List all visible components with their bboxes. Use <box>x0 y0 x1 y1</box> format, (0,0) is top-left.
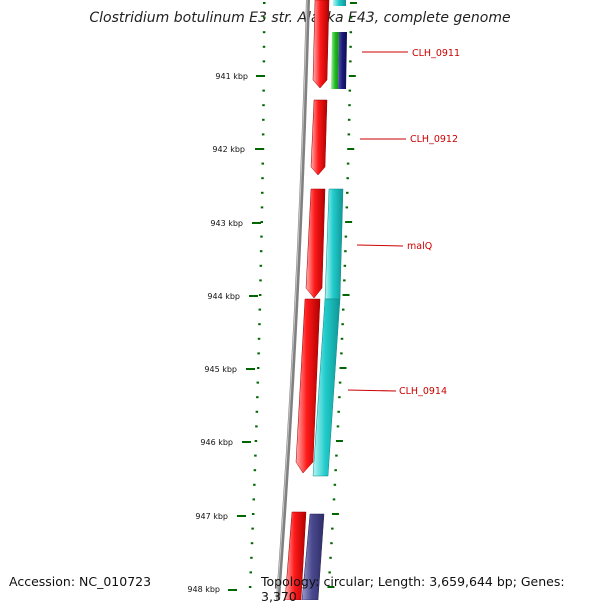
svg-text:948 kbp: 948 kbp <box>187 585 220 594</box>
svg-text:malQ: malQ <box>407 241 432 252</box>
svg-text:943 kbp: 943 kbp <box>210 219 243 228</box>
cds-feature-malq[interactable] <box>305 188 326 299</box>
svg-text:947 kbp: 947 kbp <box>195 512 228 521</box>
navy-feature-clh0911[interactable] <box>338 32 347 89</box>
gene-label-clh0914[interactable]: CLH_0914 <box>347 386 447 397</box>
tick-label-945: 945 kbp <box>204 365 255 374</box>
cds-feature-clh0911[interactable] <box>312 0 330 89</box>
tick-marks-outer <box>327 2 357 588</box>
cds-feature-lower[interactable] <box>284 511 307 600</box>
svg-text:CLH_0912: CLH_0912 <box>410 134 458 145</box>
svg-text:941 kbp: 941 kbp <box>215 72 248 81</box>
purple-feature-lower[interactable] <box>301 513 325 600</box>
svg-text:945 kbp: 945 kbp <box>204 365 237 374</box>
green-feature-clh0911[interactable] <box>331 32 339 89</box>
svg-text:944 kbp: 944 kbp <box>207 292 240 301</box>
svg-text:CLH_0911: CLH_0911 <box>412 48 460 59</box>
tick-label-943: 943 kbp <box>210 219 261 228</box>
cyan-feature-top[interactable] <box>333 0 346 6</box>
tick-label-946: 946 kbp <box>200 438 251 447</box>
svg-text:946 kbp: 946 kbp <box>200 438 233 447</box>
gene-label-clh0912[interactable]: CLH_0912 <box>360 134 458 145</box>
tick-label-947: 947 kbp <box>195 512 246 521</box>
svg-text:942 kbp: 942 kbp <box>212 145 245 154</box>
gene-label-malq[interactable]: malQ <box>356 241 432 252</box>
svg-text:CLH_0914: CLH_0914 <box>399 386 447 397</box>
cds-feature-clh0912[interactable] <box>310 99 328 176</box>
tick-label-942: 942 kbp <box>212 145 264 154</box>
tick-label-944: 944 kbp <box>207 292 258 301</box>
cyan-feature-clh0914[interactable] <box>312 298 341 477</box>
accession-text: Accession: NC_010723 <box>9 574 152 589</box>
genome-backbone <box>276 0 310 600</box>
gene-label-clh0911[interactable]: CLH_0911 <box>362 48 460 59</box>
tick-label-948: 948 kbp <box>187 585 237 594</box>
cyan-feature-malq[interactable] <box>324 188 344 300</box>
cds-feature-clh0914[interactable] <box>295 298 321 474</box>
map-title: Clostridium botulinum E3 str. Alaska E43… <box>89 10 511 26</box>
tick-label-941: 941 kbp <box>215 72 265 81</box>
genome-backbone-highlight <box>276 0 308 600</box>
